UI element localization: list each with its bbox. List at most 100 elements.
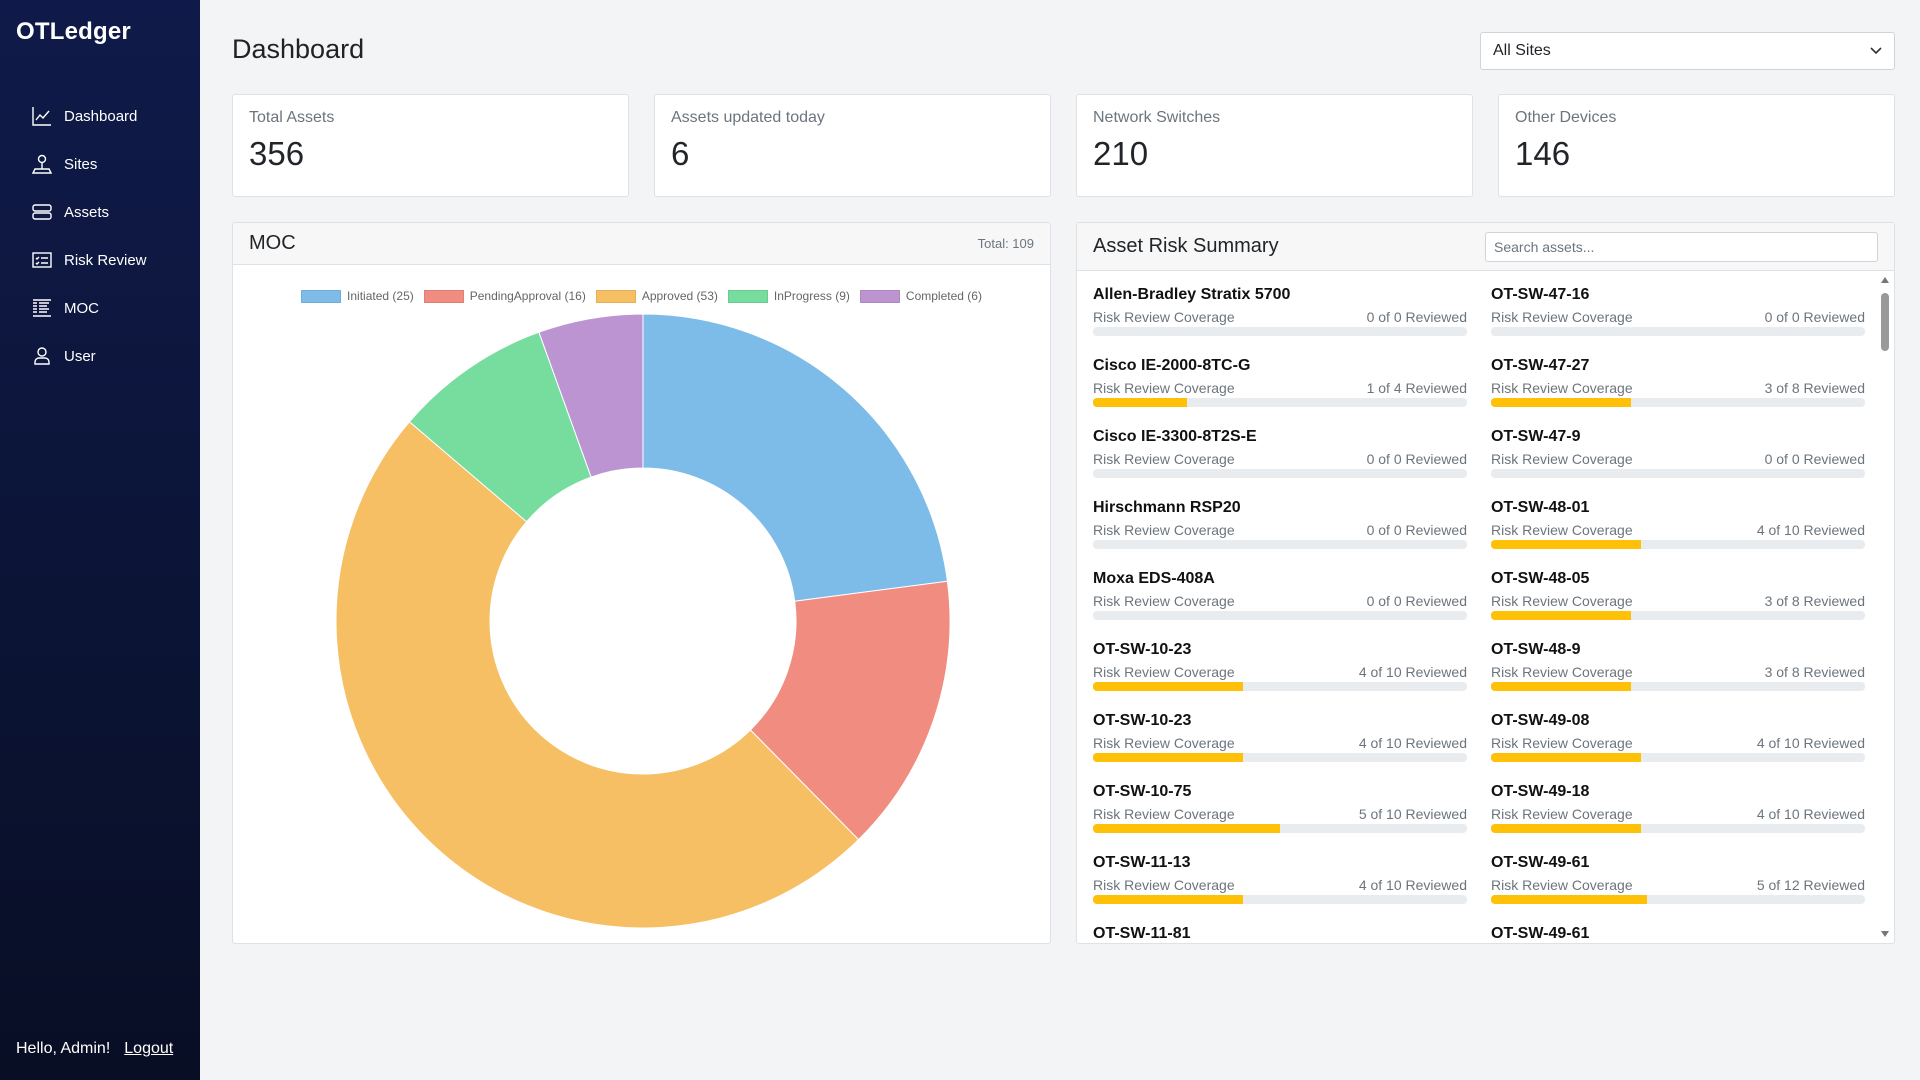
asset-item[interactable]: Cisco IE-2000-8TC-G Risk Review Coverage 1…	[1093, 356, 1467, 427]
coverage-row: Risk Review Coverage 0 of 0 Reviewed	[1093, 593, 1467, 609]
card-label: Other Devices	[1515, 109, 1617, 126]
legend-item-inprogress[interactable]: InProgress (9)	[727, 289, 850, 303]
asset-item[interactable]: OT-SW-49-18 Risk Review Coverage 4 of 10 R…	[1491, 782, 1865, 853]
app-logo[interactable]: OTLedger	[16, 18, 131, 45]
scrollbar-thumb[interactable]	[1881, 293, 1889, 351]
list-icon	[33, 299, 51, 317]
sidebar-item-risk-review[interactable]: Risk Review	[0, 236, 200, 284]
coverage-count: 0 of 0 Reviewed	[1366, 451, 1467, 467]
sidebar-footer: Hello, Admin! Logout	[16, 1040, 173, 1058]
coverage-progress-fill	[1093, 895, 1243, 904]
greeting: Hello, Admin!	[16, 1040, 111, 1057]
sidebar-item-dashboard[interactable]: Dashboard	[0, 92, 200, 140]
asset-item[interactable]: OT-SW-11-13 Risk Review Coverage 4 of 10 R…	[1093, 853, 1467, 924]
asset-item[interactable]: Allen-Bradley Stratix 5700 Risk Review Co…	[1093, 285, 1467, 356]
asset-name: OT-SW-10-75	[1093, 783, 1192, 800]
scroll-up-arrow-icon[interactable]	[1881, 277, 1889, 283]
coverage-row: Risk Review Coverage 1 of 4 Reviewed	[1093, 380, 1467, 396]
sidebar-item-moc[interactable]: MOC	[0, 284, 200, 332]
asset-item[interactable]: Cisco IE-3300-8T2S-E Risk Review Coverage…	[1093, 427, 1467, 498]
sidebar-item-label: MOC	[64, 299, 99, 317]
asset-name: OT-SW-49-61	[1491, 925, 1590, 942]
coverage-progress-fill	[1093, 398, 1187, 407]
asset-item[interactable]: OT-SW-10-23 Risk Review Coverage 4 of 10 R…	[1093, 640, 1467, 711]
coverage-label: Risk Review Coverage	[1491, 522, 1633, 538]
coverage-progress-fill	[1491, 824, 1641, 833]
sidebar-item-assets[interactable]: Assets	[0, 188, 200, 236]
chevron-down-icon	[1870, 47, 1882, 55]
search-assets-input[interactable]	[1485, 231, 1878, 262]
coverage-row: Risk Review Coverage 0 of 0 Reviewed	[1093, 309, 1467, 325]
asset-item[interactable]: OT-SW-49-61	[1491, 924, 1865, 943]
coverage-count: 0 of 0 Reviewed	[1366, 522, 1467, 538]
asset-item[interactable]: Hirschmann RSP20 Risk Review Coverage 0 of…	[1093, 498, 1467, 569]
sidebar-item-sites[interactable]: Sites	[0, 140, 200, 188]
scroll-down-arrow-icon[interactable]	[1881, 931, 1889, 937]
user-icon	[34, 347, 50, 365]
asset-name: OT-SW-49-61	[1491, 854, 1590, 871]
donut-slice-completed[interactable]	[538, 313, 644, 478]
asset-item[interactable]: OT-SW-49-08 Risk Review Coverage 4 of 10 R…	[1491, 711, 1865, 782]
sidebar-item-label: User	[64, 347, 96, 365]
stat-card-network-switches: Network Switches 210	[1076, 94, 1473, 197]
coverage-label: Risk Review Coverage	[1491, 735, 1633, 751]
coverage-progress-bar	[1491, 682, 1865, 691]
coverage-progress-bar	[1491, 611, 1865, 620]
asset-item[interactable]: OT-SW-48-05 Risk Review Coverage 3 of 8 Re…	[1491, 569, 1865, 640]
legend-swatch	[423, 289, 464, 303]
coverage-label: Risk Review Coverage	[1093, 806, 1235, 822]
donut-slice-approved[interactable]	[335, 421, 860, 929]
coverage-progress-bar	[1491, 824, 1865, 833]
site-select[interactable]: All Sites	[1480, 32, 1895, 70]
donut-slice-initiated[interactable]	[642, 313, 948, 602]
coverage-row: Risk Review Coverage 3 of 8 Reviewed	[1491, 664, 1865, 680]
coverage-row: Risk Review Coverage 4 of 10 Reviewed	[1491, 806, 1865, 822]
asset-name: Cisco IE-2000-8TC-G	[1093, 357, 1251, 374]
legend-item-completed[interactable]: Completed (6)	[859, 289, 982, 303]
coverage-label: Risk Review Coverage	[1491, 451, 1633, 467]
asset-item[interactable]: OT-SW-47-9 Risk Review Coverage 0 of 0 Rev…	[1491, 427, 1865, 498]
server-icon	[32, 204, 52, 220]
asset-item[interactable]: OT-SW-47-27 Risk Review Coverage 3 of 8 Re…	[1491, 356, 1865, 427]
coverage-progress-bar	[1491, 753, 1865, 762]
sidebar-item-label: Sites	[64, 155, 98, 173]
coverage-progress-fill	[1491, 398, 1632, 407]
legend-swatch	[859, 289, 900, 303]
coverage-row: Risk Review Coverage 0 of 0 Reviewed	[1491, 451, 1865, 467]
asset-risk-panel: Asset Risk Summary Allen-Bradley Stratix…	[1076, 222, 1895, 944]
asset-item[interactable]: Moxa EDS-408A Risk Review Coverage 0 of 0 …	[1093, 569, 1467, 640]
asset-list-scrollbar[interactable]	[1878, 271, 1892, 943]
coverage-progress-bar	[1093, 469, 1467, 478]
legend-item-approved[interactable]: Approved (53)	[595, 289, 718, 303]
coverage-label: Risk Review Coverage	[1491, 380, 1633, 396]
sidebar-item-label: Risk Review	[64, 251, 147, 269]
asset-item[interactable]: OT-SW-48-01 Risk Review Coverage 4 of 10 R…	[1491, 498, 1865, 569]
asset-name: OT-SW-49-18	[1491, 783, 1590, 800]
moc-title: MOC	[249, 232, 296, 254]
sidebar-item-user[interactable]: User	[0, 332, 200, 380]
logout-link[interactable]: Logout	[124, 1040, 174, 1057]
legend-label: InProgress (9)	[773, 289, 850, 303]
coverage-progress-bar	[1093, 398, 1467, 407]
legend-item-initiated[interactable]: Initiated (25)	[301, 289, 414, 303]
asset-item[interactable]: OT-SW-11-81	[1093, 924, 1467, 943]
asset-item[interactable]: OT-SW-10-75 Risk Review Coverage 5 of 10 R…	[1093, 782, 1467, 853]
coverage-count: 0 of 0 Reviewed	[1764, 451, 1865, 467]
asset-item[interactable]: OT-SW-49-61 Risk Review Coverage 5 of 12 R…	[1491, 853, 1865, 924]
coverage-count: 5 of 10 Reviewed	[1358, 806, 1467, 822]
asset-name: Hirschmann RSP20	[1093, 499, 1241, 516]
legend-item-pendingapproval[interactable]: PendingApproval (16)	[423, 289, 586, 303]
chart-legend: Initiated (25) PendingApproval (16) Approv…	[233, 289, 1050, 303]
page-title: Dashboard	[232, 34, 365, 64]
sidebar-item-label: Dashboard	[64, 107, 138, 125]
asset-item[interactable]: OT-SW-10-23 Risk Review Coverage 4 of 10 R…	[1093, 711, 1467, 782]
donut-slice-pendingapproval[interactable]	[749, 580, 951, 841]
asset-item[interactable]: OT-SW-48-9 Risk Review Coverage 3 of 8 Rev…	[1491, 640, 1865, 711]
coverage-progress-fill	[1491, 682, 1632, 691]
coverage-row: Risk Review Coverage 4 of 10 Reviewed	[1093, 877, 1467, 893]
site-select-value: All Sites	[1493, 42, 1551, 59]
asset-item[interactable]: OT-SW-47-16 Risk Review Coverage 0 of 0 Re…	[1491, 285, 1865, 356]
coverage-row: Risk Review Coverage 4 of 10 Reviewed	[1093, 735, 1467, 751]
stat-card-total-assets: Total Assets 356	[232, 94, 629, 197]
coverage-label: Risk Review Coverage	[1093, 735, 1235, 751]
